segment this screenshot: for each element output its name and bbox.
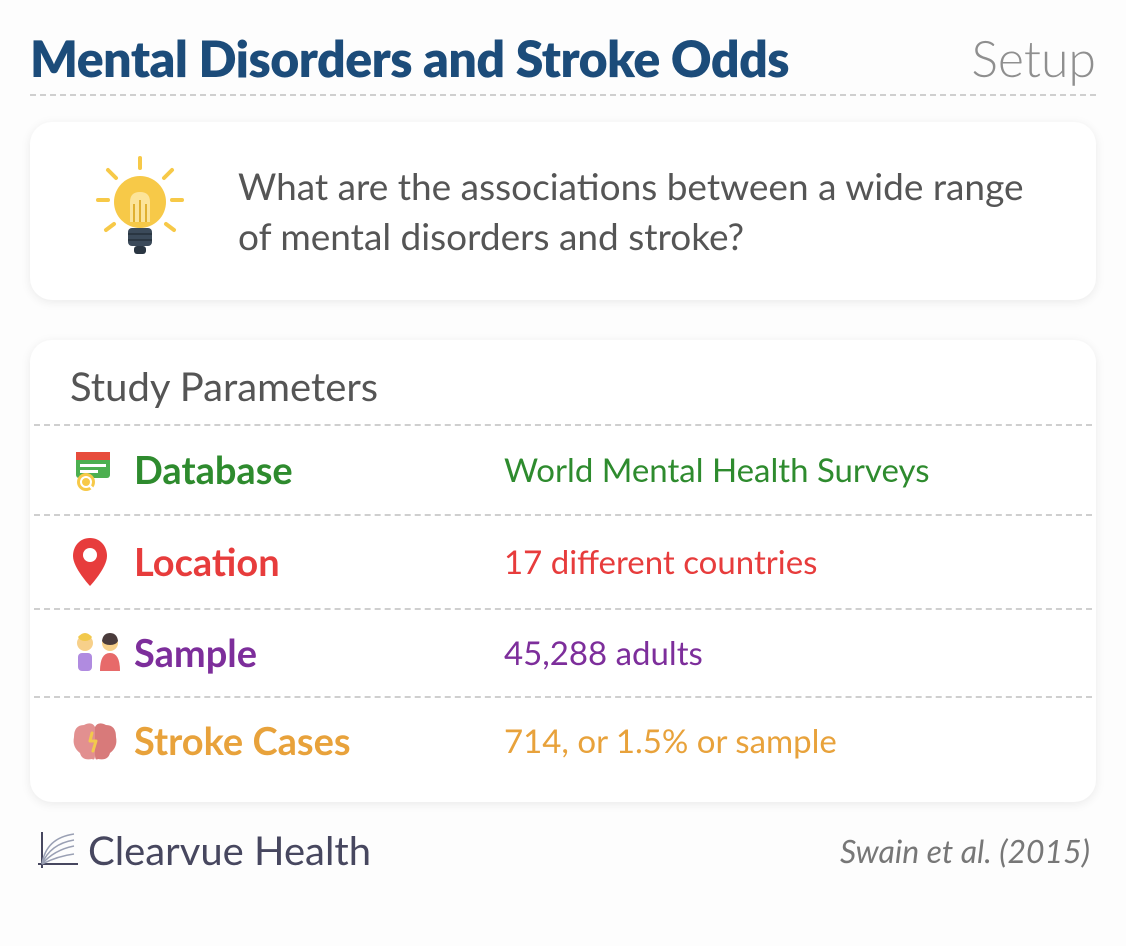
infographic-page: Mental Disorders and Stroke Odds Setup (0, 0, 1126, 894)
param-value-sample: 45,288 adults (504, 633, 703, 673)
param-row-sample: Sample 45,288 adults (34, 610, 1092, 698)
page-subtitle: Setup (971, 28, 1096, 88)
brand-name: Clearvue Health (88, 826, 371, 874)
param-value-location: 17 different countries (504, 542, 817, 582)
database-icon (70, 446, 134, 494)
footer: Clearvue Health Swain et al. (2015) (30, 826, 1096, 874)
parameters-card: Study Parameters Database World Mental H… (30, 340, 1096, 802)
param-label-stroke: Stroke Cases (134, 718, 504, 764)
page-title: Mental Disorders and Stroke Odds (30, 28, 789, 88)
brain-icon (70, 719, 134, 763)
location-icon (70, 536, 134, 588)
param-value-stroke: 714, or 1.5% or sample (504, 721, 837, 761)
brand-logo: Clearvue Health (36, 826, 371, 874)
people-icon (70, 631, 134, 675)
question-card: What are the associations between a wide… (30, 122, 1096, 300)
param-row-database: Database World Mental Health Surveys (34, 426, 1092, 516)
param-label-location: Location (134, 539, 504, 585)
citation: Swain et al. (2015) (840, 831, 1090, 870)
parameters-heading: Study Parameters (34, 362, 1092, 426)
param-label-database: Database (134, 447, 504, 493)
lightbulb-icon (90, 156, 190, 266)
param-label-sample: Sample (134, 630, 504, 676)
logo-icon (36, 828, 80, 872)
question-text: What are the associations between a wide… (238, 161, 1056, 261)
param-row-stroke: Stroke Cases 714, or 1.5% or sample (34, 698, 1092, 784)
param-value-database: World Mental Health Surveys (504, 450, 930, 490)
param-row-location: Location 17 different countries (34, 516, 1092, 610)
header: Mental Disorders and Stroke Odds Setup (30, 28, 1096, 96)
